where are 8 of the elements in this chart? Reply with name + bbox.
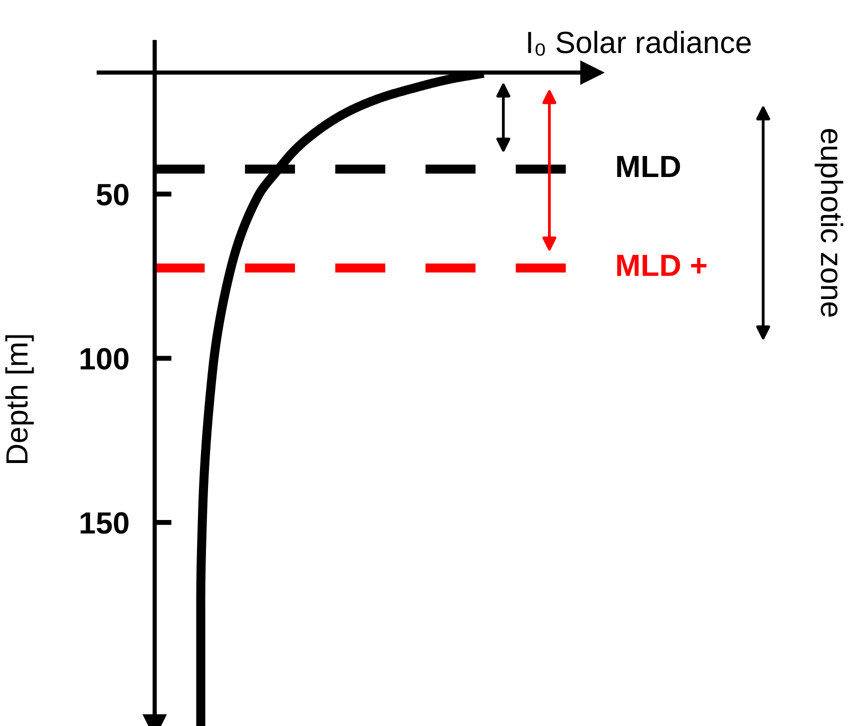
text: euphotic zone: [814, 129, 844, 317]
y-tick-label: 50: [96, 184, 128, 206]
ref-line-label: MLD: [617, 156, 680, 178]
x-axis-title: I₀ Solar radiance: [528, 30, 751, 56]
ref-line-label: MLD +: [617, 254, 706, 276]
y-tick-label: 100: [80, 348, 128, 370]
y-axis-title: Depth [m]: [5, 335, 34, 464]
y-tick-label: 150: [80, 512, 128, 534]
